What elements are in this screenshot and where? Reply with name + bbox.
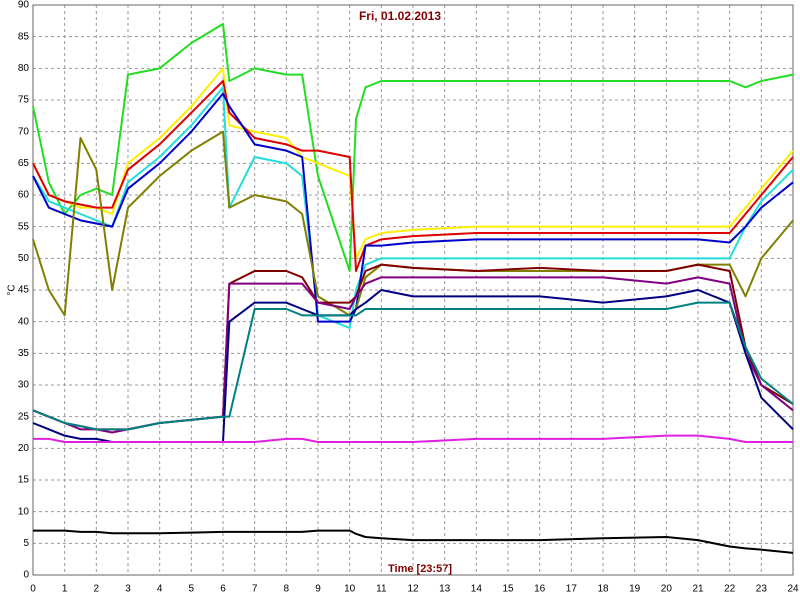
- x-axis-label: Time [23:57]: [388, 563, 452, 575]
- y-tick-label: 80: [18, 63, 30, 74]
- y-tick-label: 65: [18, 158, 30, 169]
- x-tick-label: 6: [220, 584, 226, 595]
- y-tick-label: 25: [18, 411, 30, 422]
- x-tick-label: 14: [471, 584, 483, 595]
- x-tick-label: 22: [724, 584, 736, 595]
- x-tick-label: 18: [597, 584, 609, 595]
- x-tick-label: 12: [407, 584, 419, 595]
- series-line: [32, 67, 794, 260]
- y-tick-label: 0: [23, 570, 29, 581]
- y-tick-label: 75: [18, 95, 30, 106]
- y-tick-label: 15: [18, 475, 30, 486]
- x-tick-label: 13: [439, 584, 451, 595]
- x-tick-label: 21: [692, 584, 704, 595]
- x-tick-label: 4: [157, 584, 163, 595]
- x-tick-label: 5: [189, 584, 195, 595]
- x-tick-label: 7: [252, 584, 258, 595]
- y-tick-label: 85: [18, 31, 30, 42]
- x-tick-label: 16: [534, 584, 546, 595]
- x-tick-label: 17: [566, 584, 578, 595]
- x-tick-label: 23: [756, 584, 768, 595]
- y-axis-label: °C: [7, 284, 18, 295]
- y-tick-label: 40: [18, 316, 30, 327]
- y-tick-label: 30: [18, 380, 30, 391]
- series-line: [33, 529, 794, 554]
- x-tick-label: 10: [344, 584, 356, 595]
- x-tick-label: 0: [30, 584, 36, 595]
- x-tick-label: 19: [629, 584, 641, 595]
- y-tick-label: 45: [18, 285, 30, 296]
- y-tick-label: 90: [18, 0, 30, 11]
- y-tick-label: 70: [18, 126, 30, 137]
- y-tick-label: 35: [18, 348, 30, 359]
- x-tick-label: 24: [787, 584, 799, 595]
- series-line: [32, 276, 794, 434]
- series-line: [32, 301, 794, 431]
- x-tick-label: 8: [284, 584, 290, 595]
- series-line: [32, 80, 794, 272]
- x-tick-label: 15: [502, 584, 514, 595]
- series-line: [32, 92, 794, 323]
- plot-border: [32, 4, 794, 576]
- y-tick-label: 20: [18, 443, 30, 454]
- x-tick-label: 20: [661, 584, 673, 595]
- y-tick-label: 50: [18, 253, 30, 264]
- x-tick-label: 9: [315, 584, 321, 595]
- y-tick-label: 5: [23, 538, 29, 549]
- x-tick-label: 11: [376, 584, 387, 595]
- series-line: [32, 23, 794, 272]
- chart-title: Fri, 01.02.2013: [359, 9, 441, 23]
- y-tick-label: 55: [18, 221, 30, 232]
- series-line: [33, 434, 793, 443]
- y-tick-label: 10: [18, 506, 30, 517]
- x-tick-label: 3: [125, 584, 131, 595]
- x-tick-label: 1: [62, 584, 68, 595]
- x-tick-label: 2: [94, 584, 100, 595]
- y-tick-label: 60: [18, 190, 30, 201]
